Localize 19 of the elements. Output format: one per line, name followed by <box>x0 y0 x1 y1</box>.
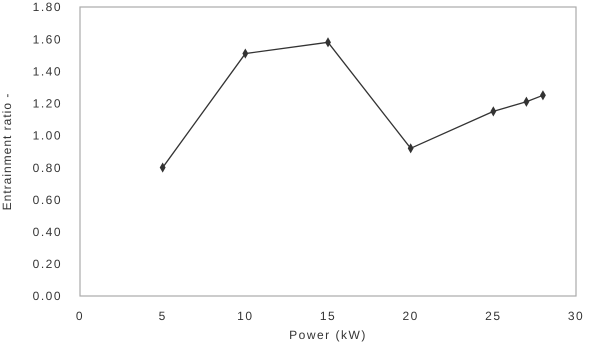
x-tick-label: 10 <box>237 309 254 323</box>
y-tick-label: 1.40 <box>32 64 62 78</box>
y-tick-label: 1.80 <box>32 0 62 14</box>
y-tick-label: 1.00 <box>32 128 62 143</box>
y-tick-label: 0.40 <box>32 224 62 239</box>
y-tick-label: 0.60 <box>32 192 62 207</box>
y-axis-title: Entrainment ratio - <box>0 92 14 210</box>
x-tick-label: 5 <box>158 309 167 323</box>
y-tick-label: 1.20 <box>32 96 62 111</box>
y-tick-label: 1.60 <box>32 32 62 46</box>
y-tick-label: 0.20 <box>32 257 62 272</box>
x-tick-label: 25 <box>485 309 502 323</box>
x-axis-title: Power (kW) <box>289 328 367 342</box>
x-tick-label: 30 <box>568 309 584 323</box>
x-tick-label: 15 <box>320 309 336 323</box>
y-tick-label: 0.80 <box>32 160 62 175</box>
y-tick-label: 0.00 <box>32 289 62 304</box>
x-tick-label: 0 <box>76 309 84 323</box>
x-tick-label: 20 <box>402 309 419 323</box>
